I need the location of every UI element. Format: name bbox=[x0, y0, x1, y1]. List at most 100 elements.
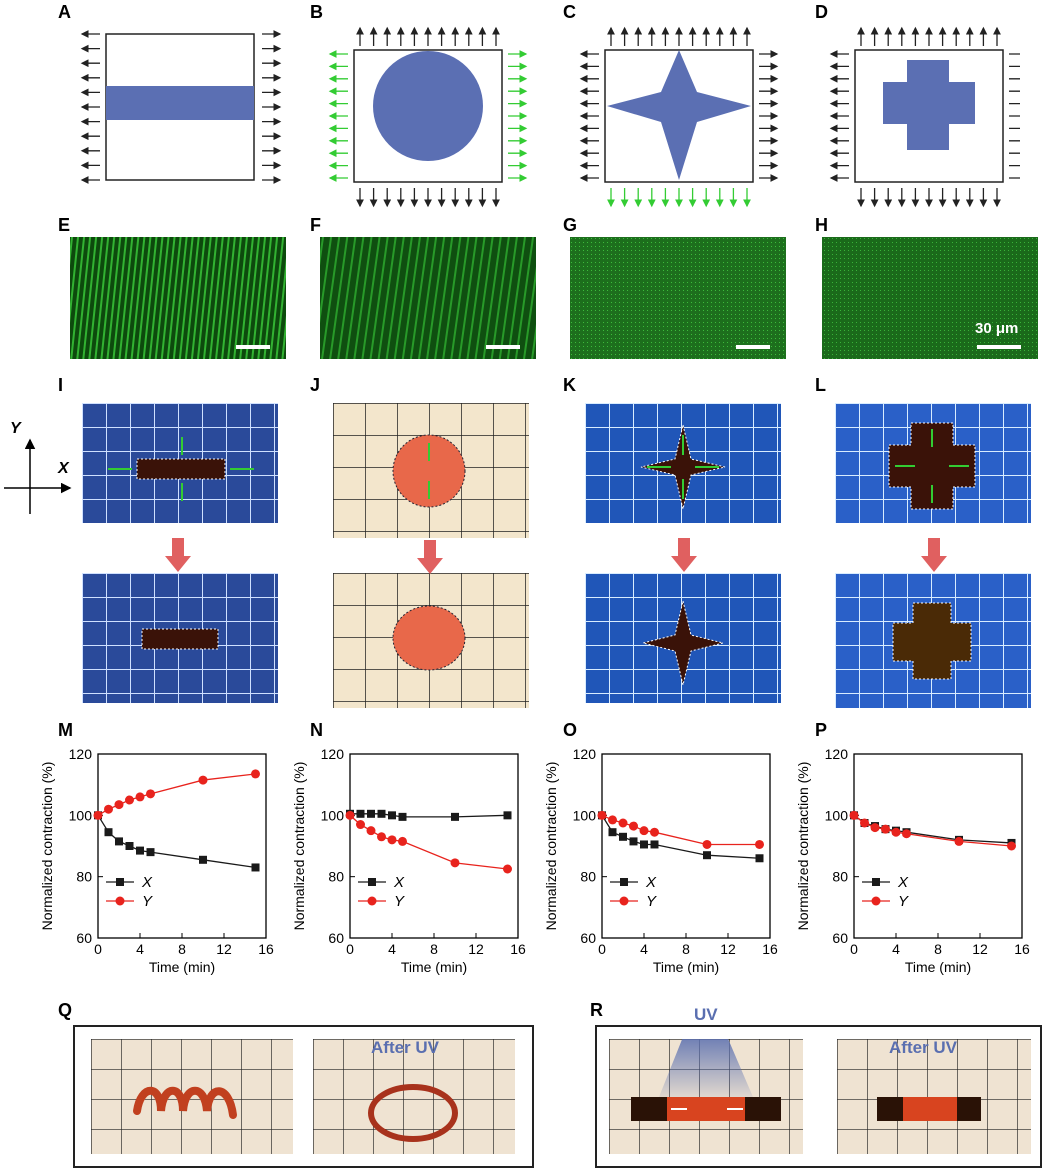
y-tick-label: 80 bbox=[832, 869, 848, 885]
y-tick-label: 80 bbox=[580, 869, 596, 885]
data-point bbox=[597, 810, 607, 820]
micrograph-g bbox=[570, 237, 786, 359]
panel-label-a: A bbox=[58, 2, 71, 22]
x-tick-label: 0 bbox=[94, 941, 102, 957]
data-point bbox=[251, 863, 260, 872]
data-point bbox=[755, 839, 764, 849]
data-point bbox=[388, 811, 396, 820]
x-tick-label: 12 bbox=[972, 941, 988, 957]
data-point bbox=[398, 836, 407, 846]
legend-label: X bbox=[897, 874, 909, 891]
legend-label: X bbox=[393, 874, 405, 891]
x-axis-title: Time (min) bbox=[149, 959, 215, 975]
data-point bbox=[125, 795, 134, 805]
photo-r-before bbox=[609, 1039, 803, 1154]
data-point bbox=[377, 809, 386, 818]
y-tick-label: 120 bbox=[573, 746, 597, 762]
panel-label-c: C bbox=[563, 2, 576, 22]
photo-i-after bbox=[82, 573, 278, 703]
panel-label-j: J bbox=[310, 375, 321, 395]
y-tick-label: 100 bbox=[69, 807, 93, 823]
scale-bar-label: 30 μm bbox=[975, 320, 1019, 337]
panel-q-frame: After UV bbox=[73, 1025, 534, 1168]
photo-k-after bbox=[585, 573, 781, 703]
data-point bbox=[251, 769, 260, 779]
x-tick-label: 4 bbox=[388, 941, 396, 957]
data-point bbox=[640, 840, 648, 849]
chart-m: 0 4 8 12 16 60 80 100 120 Time (min) Normalized co… bbox=[39, 746, 274, 975]
y-axis-label: Y bbox=[10, 420, 21, 437]
y-tick-label: 100 bbox=[573, 807, 597, 823]
photo-j-after bbox=[333, 573, 529, 708]
schematics-row bbox=[80, 26, 1020, 208]
photo-q-ring bbox=[313, 1039, 515, 1154]
data-point bbox=[146, 848, 155, 857]
data-point bbox=[870, 823, 880, 833]
y-tick-label: 80 bbox=[328, 869, 344, 885]
legend-label: Y bbox=[142, 893, 153, 910]
x-tick-label: 4 bbox=[136, 941, 144, 957]
x-tick-label: 16 bbox=[510, 941, 526, 957]
y-tick-label: 100 bbox=[825, 807, 849, 823]
data-point bbox=[650, 827, 659, 837]
x-tick-label: 16 bbox=[1014, 941, 1030, 957]
photo-q-spiral bbox=[91, 1039, 293, 1154]
data-point bbox=[114, 800, 124, 810]
panel-label-f: F bbox=[310, 215, 321, 235]
scale-bar bbox=[236, 345, 270, 349]
panel-label-p: P bbox=[815, 720, 828, 740]
xy-axes-indicator bbox=[4, 438, 72, 514]
star-shape bbox=[607, 50, 751, 180]
schematic-a bbox=[80, 30, 282, 184]
panel-label-o: O bbox=[563, 720, 578, 740]
data-point bbox=[702, 839, 712, 849]
micrograph-e bbox=[70, 237, 286, 359]
y-tick-label: 120 bbox=[825, 746, 849, 762]
data-point bbox=[366, 826, 376, 836]
circle-shape bbox=[373, 51, 483, 161]
data-point bbox=[860, 818, 869, 828]
panel-label-e: E bbox=[58, 215, 71, 235]
data-point bbox=[146, 789, 155, 799]
x-axis-title: Time (min) bbox=[653, 959, 719, 975]
q-after-uv-label: After UV bbox=[371, 1038, 440, 1057]
photo-r-after bbox=[837, 1039, 1031, 1154]
legend-marker bbox=[116, 878, 124, 886]
plot-frame bbox=[601, 753, 771, 939]
x-axis-title: Time (min) bbox=[905, 959, 971, 975]
y-tick-label: 100 bbox=[321, 807, 345, 823]
legend-label: Y bbox=[394, 893, 405, 910]
legend-marker bbox=[619, 896, 629, 906]
data-point bbox=[135, 792, 145, 802]
legend-label: X bbox=[645, 874, 657, 891]
panel-label-q: Q bbox=[58, 1000, 73, 1020]
data-point bbox=[650, 840, 659, 849]
data-point bbox=[608, 815, 617, 825]
y-tick-label: 60 bbox=[832, 930, 848, 946]
data-point bbox=[703, 851, 711, 860]
data-point bbox=[93, 810, 103, 820]
plot-frame bbox=[349, 753, 519, 939]
data-point bbox=[356, 809, 365, 818]
data-point bbox=[377, 832, 386, 842]
data-point bbox=[1007, 841, 1016, 851]
x-tick-label: 16 bbox=[258, 941, 274, 957]
data-point bbox=[104, 804, 113, 814]
chart-p: 0 4 8 12 16 60 80 100 120 Time (min) Normalized co… bbox=[795, 746, 1030, 975]
x-tick-label: 12 bbox=[216, 941, 232, 957]
x-axis-label: X bbox=[58, 460, 69, 477]
micrograph-f bbox=[320, 237, 536, 359]
data-point bbox=[503, 811, 512, 820]
y-tick-label: 60 bbox=[76, 930, 92, 946]
panel-label-r: R bbox=[590, 1000, 603, 1020]
x-tick-label: 4 bbox=[640, 941, 648, 957]
y-axis-title: Normalized contraction (%) bbox=[795, 762, 811, 931]
r-after-uv-label: After UV bbox=[889, 1038, 958, 1057]
plot-frame bbox=[853, 753, 1023, 939]
y-tick-label: 120 bbox=[321, 746, 345, 762]
uv-beam bbox=[659, 1039, 753, 1097]
panel-label-l: L bbox=[815, 375, 826, 395]
plot-frame bbox=[97, 753, 267, 939]
data-point bbox=[629, 837, 638, 846]
series-line-y bbox=[97, 773, 256, 816]
